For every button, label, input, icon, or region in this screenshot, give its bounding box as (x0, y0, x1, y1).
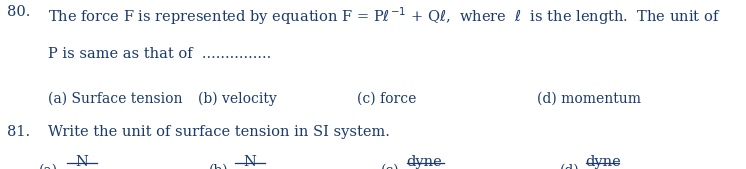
Text: (a): (a) (39, 164, 58, 169)
Text: (b): (b) (209, 164, 228, 169)
Text: 81.: 81. (7, 125, 31, 139)
Text: The force F is represented by equation F = P$\ell^{-1}$ + Q$\ell$,  where  $\ell: The force F is represented by equation F… (48, 5, 721, 27)
Text: N: N (243, 155, 257, 169)
Text: (a) Surface tension: (a) Surface tension (48, 91, 183, 105)
Text: dyne: dyne (585, 155, 621, 169)
Text: Write the unit of surface tension in SI system.: Write the unit of surface tension in SI … (48, 125, 390, 139)
Text: (b) velocity: (b) velocity (198, 91, 277, 106)
Text: (d) momentum: (d) momentum (537, 91, 641, 105)
Text: (c) force: (c) force (357, 91, 416, 105)
Text: (d): (d) (560, 164, 579, 169)
Text: N: N (75, 155, 89, 169)
Text: (c): (c) (380, 164, 399, 169)
Text: dyne: dyne (406, 155, 442, 169)
Text: P is same as that of  ...............: P is same as that of ............... (48, 47, 272, 61)
Text: 80.: 80. (7, 5, 31, 19)
